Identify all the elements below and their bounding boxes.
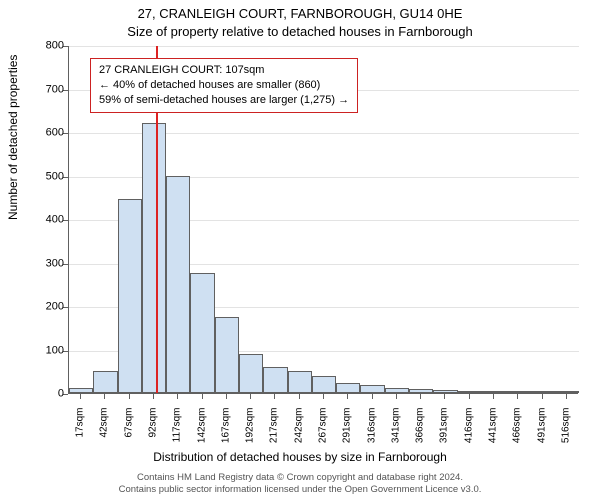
- histogram-bar: [433, 390, 457, 393]
- histogram-bar: [142, 123, 166, 393]
- histogram-bar: [458, 391, 482, 393]
- histogram-bar: [385, 388, 409, 393]
- histogram-chart: 27, CRANLEIGH COURT, FARNBOROUGH, GU14 0…: [0, 0, 600, 500]
- y-tick-label: 500: [34, 171, 64, 182]
- info-box-line3: 59% of semi-detached houses are larger (…: [99, 93, 349, 108]
- chart-title-line1: 27, CRANLEIGH COURT, FARNBOROUGH, GU14 0…: [0, 6, 600, 21]
- y-tick-label: 200: [34, 302, 64, 313]
- info-box-line2: ← 40% of detached houses are smaller (86…: [99, 78, 349, 93]
- histogram-bar: [312, 376, 336, 393]
- y-tick-label: 300: [34, 258, 64, 269]
- y-tick-label: 400: [34, 215, 64, 226]
- histogram-bar: [239, 354, 263, 393]
- histogram-bar: [69, 388, 93, 393]
- y-tick-label: 600: [34, 128, 64, 139]
- histogram-bar: [118, 199, 142, 393]
- histogram-bar: [263, 367, 287, 393]
- histogram-bar: [506, 391, 530, 393]
- footer-line2: Contains public sector information licen…: [0, 484, 600, 496]
- histogram-bar: [360, 385, 384, 393]
- y-tick-label: 800: [34, 41, 64, 52]
- info-box-line1: 27 CRANLEIGH COURT: 107sqm: [99, 63, 349, 78]
- histogram-bar: [215, 317, 239, 393]
- x-axis-label: Distribution of detached houses by size …: [0, 450, 600, 464]
- histogram-bar: [482, 391, 506, 393]
- y-tick-label: 0: [34, 389, 64, 400]
- y-tick-label: 700: [34, 84, 64, 95]
- histogram-bar: [555, 391, 579, 393]
- chart-title-line2: Size of property relative to detached ho…: [0, 24, 600, 39]
- y-axis-label: Number of detached properties: [6, 55, 20, 220]
- histogram-bar: [93, 371, 117, 393]
- y-tick-label: 100: [34, 345, 64, 356]
- histogram-bar: [530, 391, 554, 393]
- footer-line1: Contains HM Land Registry data © Crown c…: [0, 472, 600, 484]
- footer-attribution: Contains HM Land Registry data © Crown c…: [0, 472, 600, 496]
- histogram-bar: [336, 383, 360, 393]
- info-box: 27 CRANLEIGH COURT: 107sqm ← 40% of deta…: [90, 58, 358, 113]
- histogram-bar: [190, 273, 214, 393]
- histogram-bar: [288, 371, 312, 393]
- histogram-bar: [166, 176, 190, 394]
- histogram-bar: [409, 389, 433, 393]
